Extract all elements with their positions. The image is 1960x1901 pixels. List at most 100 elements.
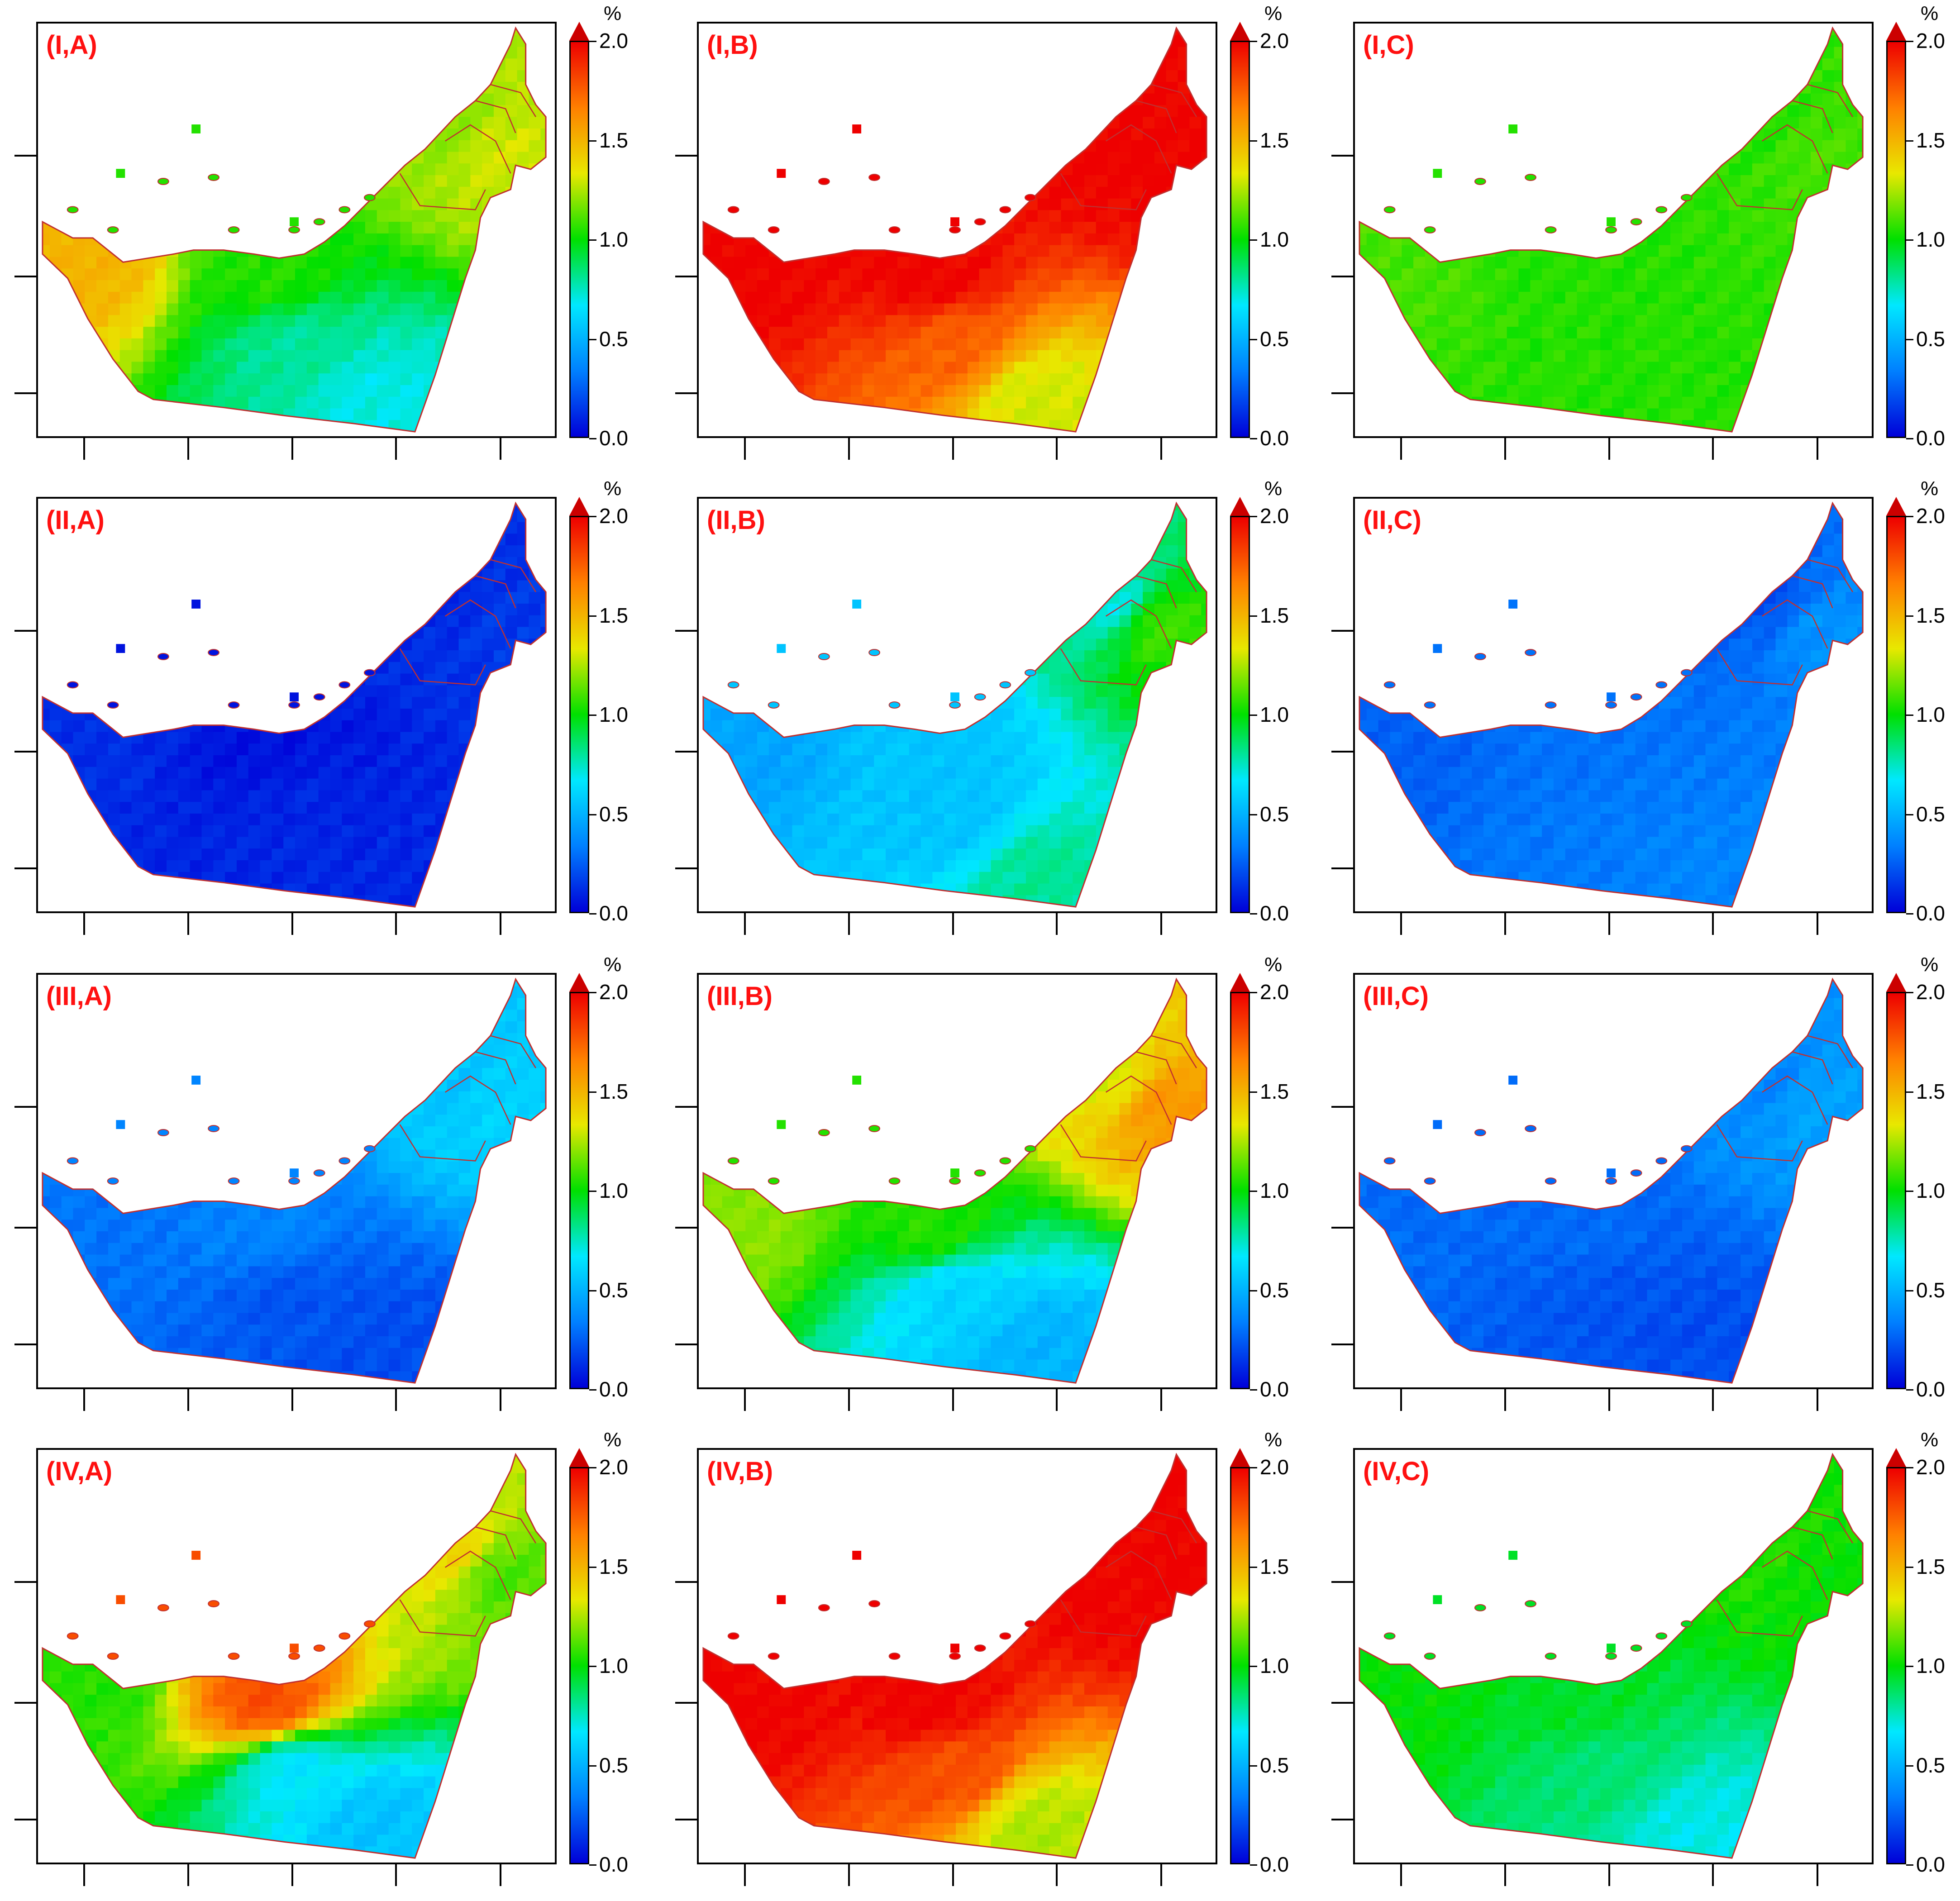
colorbar-arrow — [1886, 22, 1906, 41]
island — [157, 178, 169, 185]
colorbar-tick-label: 2.0 — [1260, 504, 1289, 528]
colorbar-tick — [1906, 992, 1913, 993]
colorbar-tick — [589, 1765, 596, 1767]
island — [868, 1600, 880, 1607]
colorbar-tick-label: 1.0 — [599, 703, 628, 726]
panel-label: (IV,A) — [46, 1457, 113, 1486]
island — [157, 653, 169, 660]
island-cell — [950, 217, 959, 227]
map-frame: (II,B) — [697, 497, 1217, 913]
island — [974, 218, 986, 226]
axis-tick — [1331, 1581, 1353, 1583]
map-frame: (III,B) — [697, 973, 1217, 1389]
axis-tick — [1817, 1864, 1818, 1886]
colorbar-tick — [1250, 140, 1257, 142]
colorbar-tick — [1906, 1389, 1913, 1391]
axis-tick — [952, 1864, 954, 1886]
emirate-border — [1792, 1526, 1833, 1560]
emirate-border — [1762, 1550, 1828, 1600]
colorbar-tick — [589, 1191, 596, 1192]
axis-tick — [14, 1344, 36, 1345]
colorbar-tick-label: 0.5 — [1916, 1278, 1945, 1302]
axis-tick — [500, 438, 501, 460]
country-border — [702, 26, 1207, 433]
island-cell — [1508, 1076, 1518, 1085]
map-svg — [702, 501, 1207, 908]
country-border — [42, 26, 547, 433]
axis-tick — [848, 1389, 850, 1411]
axis-tick — [14, 630, 36, 632]
colorbar-tick-label: 1.5 — [599, 1555, 628, 1578]
island — [1424, 701, 1436, 709]
colorbar-tick — [1250, 1091, 1257, 1093]
emirate-border — [1762, 124, 1828, 174]
colorbar-tick-label: 2.0 — [599, 29, 628, 52]
map-svg — [42, 1453, 547, 1859]
colorbar-tick-label: 0.5 — [599, 1278, 628, 1302]
axis-tick — [291, 1864, 293, 1886]
colorbar-unit: % — [1264, 2, 1283, 24]
map-frame: (IV,A) — [36, 1448, 557, 1864]
emirate-border — [1807, 559, 1853, 592]
colorbar-tick — [1250, 1765, 1257, 1767]
axis-tick — [1160, 913, 1162, 935]
island — [1383, 1157, 1396, 1165]
island — [888, 226, 901, 233]
island-cell — [191, 124, 201, 133]
axis-tick — [1400, 1864, 1402, 1886]
map-svg — [702, 1453, 1207, 1859]
island — [999, 206, 1011, 214]
emirate-border — [1807, 1035, 1853, 1068]
axis-tick — [1331, 1227, 1353, 1229]
colorbar-tick-label: 2.0 — [1916, 980, 1945, 1004]
colorbar-tick-label: 1.0 — [1260, 228, 1289, 251]
island — [1655, 681, 1668, 689]
emirate-border — [1792, 100, 1833, 133]
colorbar — [1230, 992, 1250, 1389]
island — [288, 1177, 300, 1185]
emirate-border — [399, 648, 486, 686]
colorbar-tick — [589, 1864, 596, 1866]
island — [727, 1157, 739, 1165]
island — [313, 693, 325, 701]
island-cell — [950, 1644, 959, 1653]
emirate-border — [1151, 1035, 1197, 1068]
axis-tick — [14, 1227, 36, 1229]
colorbar — [569, 516, 589, 913]
colorbar-tick — [1906, 339, 1913, 340]
colorbar-arrow — [569, 1448, 589, 1467]
map-svg — [1359, 501, 1864, 908]
island-cell — [950, 692, 959, 702]
axis-tick — [187, 438, 189, 460]
island — [1630, 693, 1642, 701]
colorbar-tick — [1906, 1091, 1913, 1093]
island-cell — [1433, 1595, 1442, 1605]
island — [1383, 206, 1396, 214]
map-svg — [1359, 26, 1864, 433]
island — [1525, 1125, 1536, 1132]
island — [888, 1653, 901, 1660]
axis-tick — [744, 1389, 746, 1411]
island — [818, 1129, 830, 1136]
island — [949, 1653, 961, 1660]
colorbar-tick-label: 1.0 — [1260, 1179, 1289, 1202]
colorbar-tick-label: 2.0 — [599, 1455, 628, 1479]
emirate-border — [1151, 1510, 1197, 1544]
emirate-border — [1716, 1124, 1803, 1162]
axis-tick — [675, 276, 697, 277]
map-frame: (I,C) — [1353, 22, 1874, 438]
axis-tick — [1504, 1864, 1506, 1886]
colorbar-tick-label: 0.5 — [1916, 802, 1945, 826]
country-border — [1359, 26, 1864, 433]
island — [1525, 649, 1536, 656]
colorbar-tick — [589, 1666, 596, 1667]
map-frame: (I,B) — [697, 22, 1217, 438]
colorbar-tick — [1250, 1666, 1257, 1667]
island-cell — [852, 1551, 862, 1560]
colorbar-tick — [589, 239, 596, 241]
island — [363, 1620, 376, 1628]
emirate-border — [1807, 1510, 1853, 1544]
axis-tick — [1400, 1389, 1402, 1411]
axis-tick — [1504, 913, 1506, 935]
